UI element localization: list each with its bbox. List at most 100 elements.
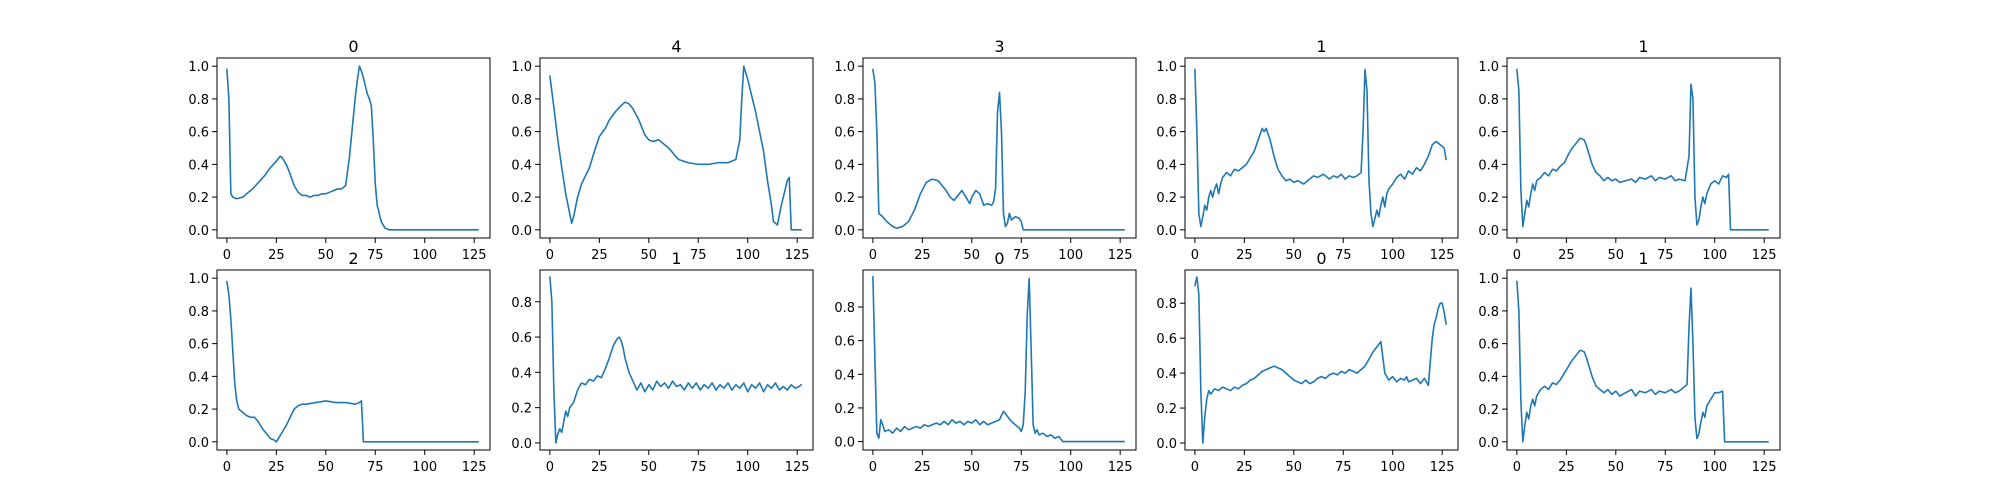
x-tick-label: 50: [641, 248, 658, 263]
y-tick-label: 0.2: [188, 403, 209, 418]
y-tick-label: 0.2: [1156, 402, 1177, 417]
y-tick-label: 1.0: [188, 60, 209, 75]
x-tick-label: 25: [914, 460, 931, 475]
y-tick-label: 0.2: [834, 191, 855, 206]
x-tick-label: 75: [1335, 248, 1352, 263]
x-tick-label: 125: [1752, 460, 1777, 475]
x-tick-label: 0: [869, 460, 877, 475]
x-tick-label: 50: [318, 248, 335, 263]
x-tick-label: 75: [1657, 248, 1674, 263]
x-tick-label: 25: [1236, 248, 1253, 263]
x-tick-label: 100: [1380, 248, 1405, 263]
y-tick-label: 0.0: [834, 224, 855, 239]
y-tick-label: 0.6: [511, 331, 532, 346]
series-line: [1516, 280, 1769, 443]
x-tick-label: 0: [1513, 248, 1521, 263]
chart-panel: 0 25 50 75 100 125 0.0 0.2 0.4 0.6 0.8 1.0 3: [834, 37, 1137, 263]
y-tick-label: 0.6: [1156, 126, 1177, 141]
axes-frame: [1184, 269, 1459, 451]
series-line: [549, 65, 802, 231]
y-tick-label: 0.8: [834, 301, 855, 316]
x-tick-label: 125: [462, 248, 487, 263]
x-tick-label: 100: [1058, 248, 1083, 263]
y-tick-label: 0.0: [188, 436, 209, 451]
y-tick-label: 0.2: [1478, 191, 1499, 206]
panel-title: 1: [671, 249, 681, 268]
x-tick-label: 25: [591, 460, 608, 475]
series-line: [226, 280, 479, 443]
x-tick-label: 100: [735, 460, 760, 475]
x-tick-label: 100: [412, 248, 437, 263]
chart-panel: 0 25 50 75 100 125 0.0 0.2 0.4 0.6 0.8 1.0 4: [511, 37, 814, 263]
y-tick-label: 0.8: [511, 296, 532, 311]
y-tick-label: 0.0: [511, 224, 532, 239]
series-line: [549, 276, 802, 444]
y-tick-label: 0.6: [1478, 338, 1499, 353]
axes-frame: [216, 269, 491, 451]
x-tick-label: 25: [1558, 460, 1575, 475]
y-tick-label: 0.6: [1478, 126, 1499, 141]
x-tick-label: 50: [964, 248, 981, 263]
x-tick-label: 125: [1108, 248, 1133, 263]
series-line: [1194, 68, 1447, 228]
y-tick-label: 0.8: [1478, 93, 1499, 108]
y-tick-label: 0.6: [1156, 332, 1177, 347]
x-tick-label: 100: [1702, 460, 1727, 475]
x-tick-label: 0: [546, 248, 554, 263]
axes-frame: [1506, 57, 1781, 239]
x-tick-label: 25: [1558, 248, 1575, 263]
chart-panel: 0 25 50 75 100 125 0.0 0.2 0.4 0.6 0.8 1.0 1: [1156, 37, 1459, 263]
x-tick-label: 75: [1335, 460, 1352, 475]
y-tick-label: 0.8: [511, 93, 532, 108]
series-line: [1194, 276, 1447, 444]
axes-frame: [539, 57, 814, 239]
y-tick-label: 0.8: [1156, 93, 1177, 108]
panel-title: 1: [1638, 249, 1648, 268]
axes-frame: [862, 57, 1137, 239]
chart-panel: 0 25 50 75 100 125 0.0 0.2 0.4 0.6 0.8 1: [511, 249, 814, 475]
y-tick-label: 1.0: [834, 60, 855, 75]
x-tick-label: 75: [1013, 460, 1030, 475]
y-tick-label: 0.6: [834, 126, 855, 141]
chart-panel: 0 25 50 75 100 125 0.0 0.2 0.4 0.6 0.8 1.0 1: [1478, 37, 1781, 263]
x-tick-label: 50: [964, 460, 981, 475]
x-tick-label: 25: [268, 248, 285, 263]
panel-title: 2: [348, 249, 358, 268]
x-tick-label: 25: [914, 248, 931, 263]
y-tick-label: 0.8: [188, 305, 209, 320]
axes-frame: [1506, 269, 1781, 451]
y-tick-label: 0.4: [1478, 370, 1499, 385]
panel-title: 3: [994, 37, 1004, 56]
y-tick-label: 0.8: [1478, 305, 1499, 320]
x-tick-label: 50: [318, 460, 335, 475]
y-tick-label: 0.0: [1156, 437, 1177, 452]
x-tick-label: 25: [268, 460, 285, 475]
y-tick-label: 0.2: [1156, 191, 1177, 206]
axes-frame: [539, 269, 814, 451]
x-tick-label: 0: [1191, 460, 1199, 475]
x-tick-label: 50: [1608, 460, 1625, 475]
y-tick-label: 0.0: [188, 224, 209, 239]
panel-title: 0: [1316, 249, 1326, 268]
chart-panel: 0 25 50 75 100 125 0.0 0.2 0.4 0.6 0.8 1.0 2: [188, 249, 491, 475]
x-tick-label: 50: [1286, 248, 1303, 263]
series-line: [872, 275, 1125, 443]
y-tick-label: 0.6: [188, 338, 209, 353]
panel-title: 0: [994, 249, 1004, 268]
y-tick-label: 1.0: [1478, 272, 1499, 287]
x-tick-label: 25: [1236, 460, 1253, 475]
x-tick-label: 0: [223, 248, 231, 263]
x-tick-label: 75: [367, 460, 384, 475]
y-tick-label: 0.0: [1478, 436, 1499, 451]
y-tick-label: 0.6: [834, 335, 855, 350]
y-tick-label: 0.6: [188, 126, 209, 141]
y-tick-label: 0.0: [834, 436, 855, 451]
x-tick-label: 0: [223, 460, 231, 475]
panel-title: 4: [671, 37, 681, 56]
axes-frame: [1184, 57, 1459, 239]
y-tick-label: 0.4: [1156, 367, 1177, 382]
y-tick-label: 0.4: [511, 366, 532, 381]
y-tick-label: 0.0: [1156, 224, 1177, 239]
x-tick-label: 0: [546, 460, 554, 475]
